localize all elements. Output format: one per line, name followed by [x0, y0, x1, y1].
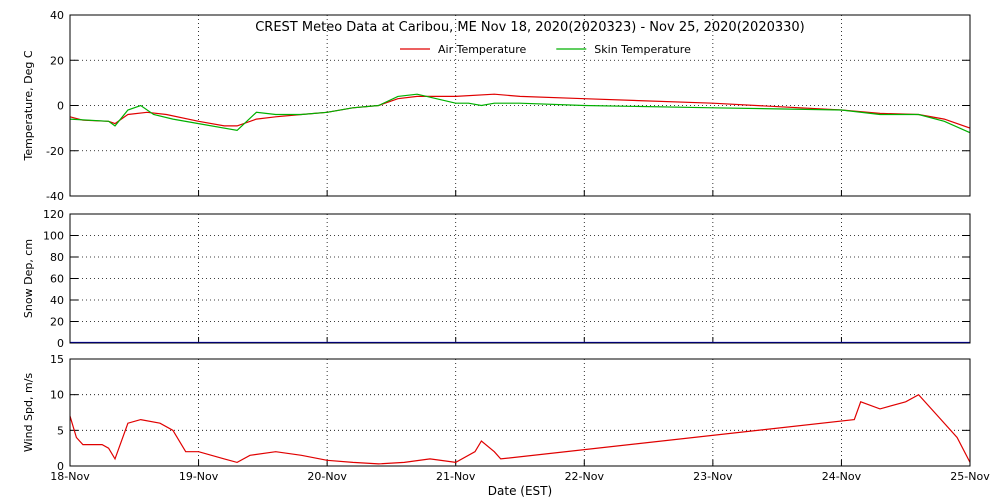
legend-label: Skin Temperature [594, 43, 691, 56]
x-tick-label: 18-Nov [50, 470, 90, 483]
y-tick-label: 0 [57, 460, 64, 473]
plot-frame [69, 358, 971, 467]
data-line [69, 93, 971, 134]
y-tick-label: 100 [43, 230, 64, 243]
x-tick-label: 25-Nov [950, 470, 990, 483]
plot-frame [69, 213, 971, 344]
y-tick-label: 5 [57, 424, 64, 437]
legend-label: Air Temperature [438, 43, 527, 56]
y-tick-label: 0 [57, 337, 64, 350]
x-axis-label: Date (EST) [488, 484, 552, 498]
y-tick-label: 120 [43, 208, 64, 221]
y-axis-label: Temperature, Deg C [22, 50, 35, 161]
y-tick-label: 15 [50, 353, 64, 366]
y-axis-label: Wind Spd, m/s [22, 373, 35, 453]
y-axis-label: Snow Dep, cm [22, 239, 35, 318]
x-tick-label: 19-Nov [179, 470, 219, 483]
y-tick-label: 40 [50, 9, 64, 22]
y-tick-label: 0 [57, 100, 64, 113]
y-tick-label: 40 [50, 294, 64, 307]
y-tick-label: -40 [46, 190, 64, 203]
data-line [69, 393, 971, 465]
x-tick-label: 24-Nov [822, 470, 862, 483]
x-tick-label: 23-Nov [693, 470, 733, 483]
data-line [69, 93, 971, 129]
y-tick-label: 10 [50, 389, 64, 402]
plot-frame [69, 14, 971, 197]
y-tick-label: 80 [50, 251, 64, 264]
y-tick-label: -20 [46, 145, 64, 158]
x-tick-label: 20-Nov [307, 470, 347, 483]
y-tick-label: 20 [50, 316, 64, 329]
chart-title: CREST Meteo Data at Caribou, ME Nov 18, … [255, 20, 805, 35]
x-tick-label: 21-Nov [436, 470, 476, 483]
y-tick-label: 60 [50, 273, 64, 286]
x-tick-label: 22-Nov [565, 470, 605, 483]
y-tick-label: 20 [50, 54, 64, 67]
